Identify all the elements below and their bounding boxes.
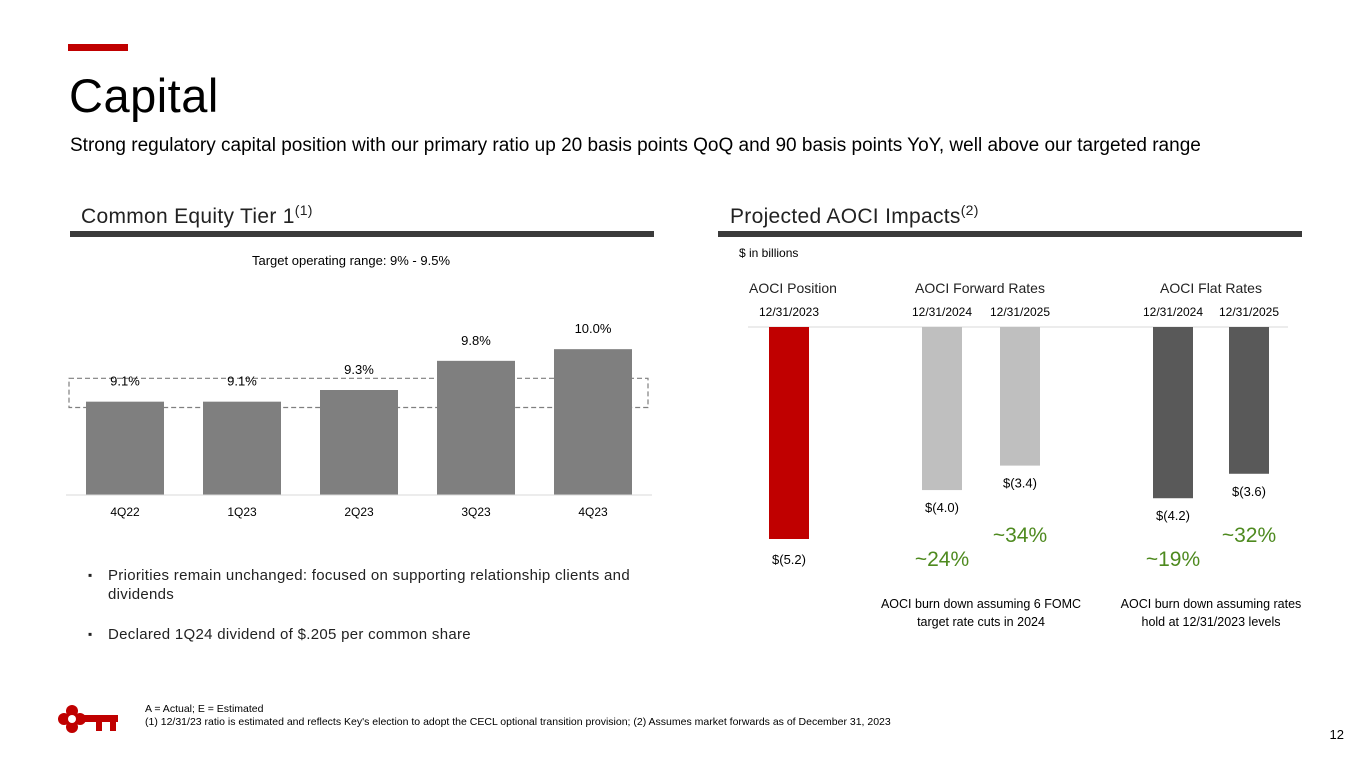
footnote: A = Actual; E = Estimated (1) 12/31/23 r… <box>145 703 891 729</box>
aoci-section-title: Projected AOCI Impacts(2) <box>730 202 979 229</box>
aoci-date-label: 12/31/2025 <box>1219 305 1279 319</box>
cet1-bar <box>86 401 164 495</box>
aoci-bar <box>1153 327 1193 499</box>
cet1-bar <box>203 401 281 495</box>
footnote-line-1: A = Actual; E = Estimated <box>145 703 264 715</box>
aoci-note: AOCI burn down assuming 6 FOMC target rat… <box>881 597 1081 629</box>
accent-bar <box>68 44 128 51</box>
cet1-chart: 9.1% 4Q22 9.1% 1Q23 9.3% 2Q23 9.8% 3Q23 10.0% 4Q2… <box>66 321 652 519</box>
aoci-value-label: $(3.4) <box>1003 476 1037 491</box>
cet1-bar-label: 9.8% <box>461 333 491 348</box>
cet1-category-label: 2Q23 <box>344 505 374 519</box>
cet1-bar <box>554 349 632 495</box>
aoci-date-label: 12/31/2025 <box>990 305 1050 319</box>
cet1-title-sup: (1) <box>294 202 313 218</box>
cet1-section-rule <box>70 231 654 237</box>
aoci-pct-label: ~24% <box>915 548 969 571</box>
aoci-value-label: $(5.2) <box>772 552 806 567</box>
target-range-label: Target operating range: 9% - 9.5% <box>252 253 451 268</box>
footnote-line-2: (1) 12/31/23 ratio is estimated and refl… <box>145 716 891 728</box>
aoci-title-text: Projected AOCI Impacts <box>730 205 961 228</box>
page-title: Capital <box>69 69 219 122</box>
bullet-item: Priorities remain unchanged: focused on … <box>88 566 668 604</box>
cet1-bar-label: 9.3% <box>344 362 374 377</box>
aoci-value-label: $(4.0) <box>925 500 959 515</box>
key-logo-icon <box>58 705 118 733</box>
aoci-date-label: 12/31/2024 <box>912 305 972 319</box>
aoci-section-rule <box>718 231 1302 237</box>
cet1-category-label: 3Q23 <box>461 505 491 519</box>
aoci-group-title: AOCI Position <box>749 280 837 296</box>
aoci-title-sup: (2) <box>960 202 979 218</box>
bullet-item: Declared 1Q24 dividend of $.205 per comm… <box>88 625 668 644</box>
bullet-list: Priorities remain unchanged: focused on … <box>88 566 668 644</box>
aoci-date-label: 12/31/2024 <box>1143 305 1203 319</box>
aoci-bar <box>922 327 962 491</box>
cet1-bar-label: 9.1% <box>110 374 140 389</box>
aoci-group-title: AOCI Forward Rates <box>915 280 1045 296</box>
cet1-category-label: 4Q22 <box>110 505 140 519</box>
cet1-category-label: 1Q23 <box>227 505 257 519</box>
aoci-date-label: 12/31/2023 <box>759 305 819 319</box>
cet1-bar-label: 9.1% <box>227 374 257 389</box>
cet1-title-text: Common Equity Tier 1 <box>81 205 295 228</box>
aoci-pct-label: ~19% <box>1146 548 1200 571</box>
aoci-chart: AOCI Position 12/31/2023 $(5.2) AOCI Forwar… <box>748 280 1302 629</box>
cet1-section-title: Common Equity Tier 1(1) <box>81 202 313 229</box>
aoci-pct-label: ~32% <box>1222 524 1276 547</box>
units-label: $ in billions <box>739 246 799 260</box>
aoci-bar <box>1000 327 1040 466</box>
aoci-bar <box>1229 327 1269 474</box>
page-subtitle: Strong regulatory capital position with … <box>70 135 1201 156</box>
aoci-bar <box>769 327 809 539</box>
aoci-value-label: $(4.2) <box>1156 508 1190 523</box>
aoci-pct-label: ~34% <box>993 524 1047 547</box>
aoci-group-title: AOCI Flat Rates <box>1160 280 1262 296</box>
cet1-bar <box>320 390 398 495</box>
page-number: 12 <box>1329 727 1344 742</box>
cet1-bar-label: 10.0% <box>575 321 612 336</box>
aoci-note: AOCI burn down assuming rates hold at 12/… <box>1121 597 1302 629</box>
cet1-bar <box>437 360 515 495</box>
aoci-value-label: $(3.6) <box>1232 484 1266 499</box>
cet1-category-label: 4Q23 <box>578 505 608 519</box>
